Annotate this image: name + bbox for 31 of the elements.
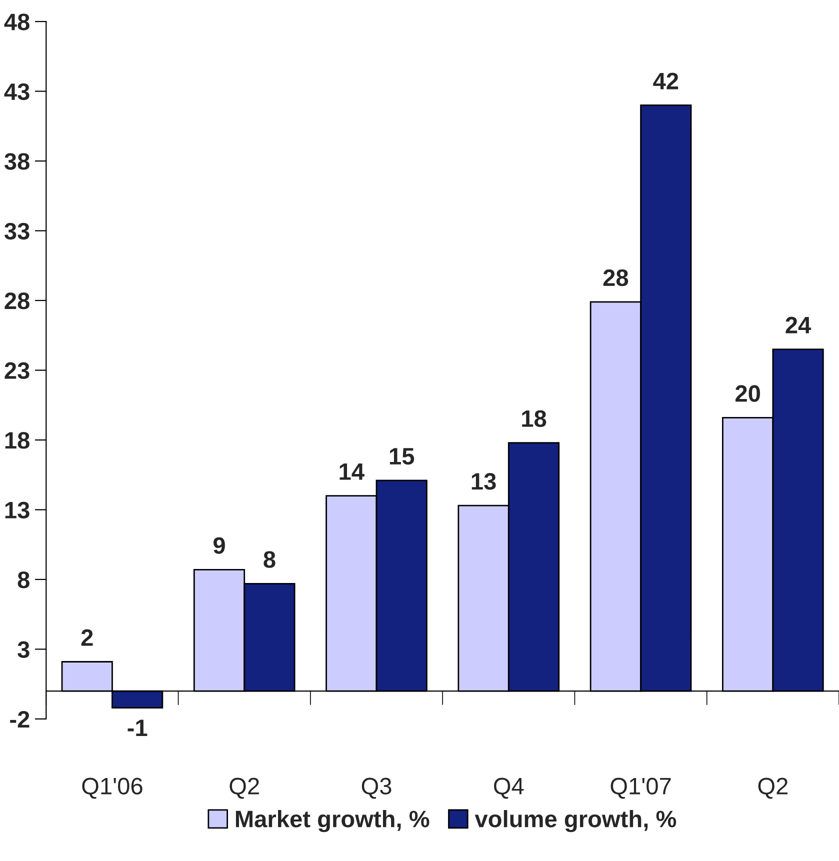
x-tick-label: Q1'07 bbox=[610, 778, 671, 799]
data-label: 14 bbox=[340, 464, 364, 480]
y-tick-label: 3 bbox=[18, 641, 30, 658]
legend-label: volume growth, % bbox=[474, 810, 676, 832]
y-tick-label: -2 bbox=[10, 711, 30, 728]
y-tick-label: 48 bbox=[4, 14, 30, 30]
data-label: 8 bbox=[264, 551, 276, 568]
y-tick-label: 28 bbox=[4, 292, 30, 310]
y-tick-label: 13 bbox=[5, 502, 30, 519]
x-tick-label: Q1'06 bbox=[82, 778, 142, 799]
data-label: 20 bbox=[736, 385, 760, 402]
data-label: 24 bbox=[786, 316, 812, 334]
y-tick-label: 18 bbox=[5, 432, 30, 449]
y-tick-label: 23 bbox=[4, 362, 30, 380]
data-label: 13 bbox=[472, 473, 496, 490]
x-tick-label: Q4 bbox=[494, 778, 524, 799]
y-tick-label: 8 bbox=[18, 572, 30, 588]
y-tick-label: 33 bbox=[4, 222, 30, 240]
data-label: 15 bbox=[390, 448, 414, 465]
x-tick-label: Q2 bbox=[230, 778, 259, 799]
data-label: 42 bbox=[653, 72, 678, 90]
data-label: 2 bbox=[81, 629, 93, 646]
y-tick-label: 43 bbox=[4, 83, 30, 100]
data-label: 9 bbox=[214, 537, 225, 554]
x-tick-label: Q2 bbox=[758, 778, 788, 799]
legend-label: Market growth, % bbox=[236, 810, 430, 832]
data-label: -1 bbox=[128, 720, 148, 736]
data-label: 18 bbox=[522, 410, 546, 427]
x-tick-label: Q3 bbox=[362, 778, 392, 799]
data-label: 28 bbox=[603, 269, 628, 286]
y-tick-label: 38 bbox=[4, 153, 30, 170]
